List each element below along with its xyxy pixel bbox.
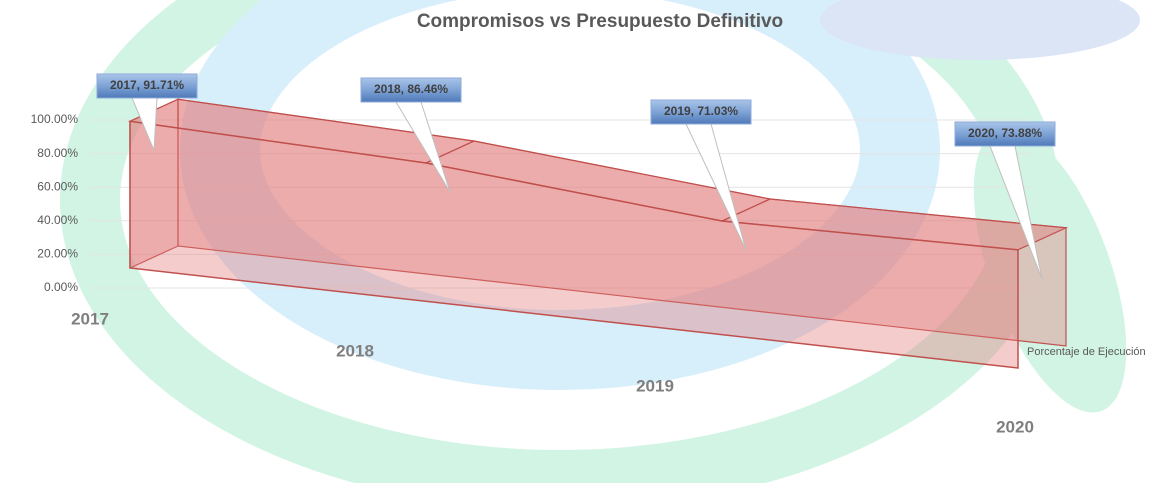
x-tick-label: 2019 [636, 376, 674, 395]
x-tick-label: 2018 [336, 341, 374, 360]
x-tick-label: 2017 [71, 309, 109, 328]
chart: Compromisos vs Presupuesto Definitivo 0.… [0, 0, 1171, 483]
data-label: 2018, 86.46% [374, 82, 448, 96]
data-label: 2017, 91.71% [110, 78, 184, 92]
data-label: 2020, 73.88% [968, 126, 1042, 140]
chart-title: Compromisos vs Presupuesto Definitivo [417, 11, 783, 32]
data-label: 2019, 71.03% [664, 104, 738, 118]
y-tick-label: 100.00% [31, 112, 79, 126]
y-tick-label: 20.00% [37, 247, 78, 261]
series-label: Porcentaje de Ejecución [1027, 346, 1146, 358]
y-tick-label: 0.00% [44, 280, 78, 294]
x-tick-label: 2020 [996, 417, 1034, 436]
page: {"chart_data": {"type": "area3d", "title… [0, 0, 1171, 488]
y-tick-label: 60.00% [37, 179, 78, 193]
y-tick-label: 40.00% [37, 213, 78, 227]
y-tick-label: 80.00% [37, 146, 78, 160]
